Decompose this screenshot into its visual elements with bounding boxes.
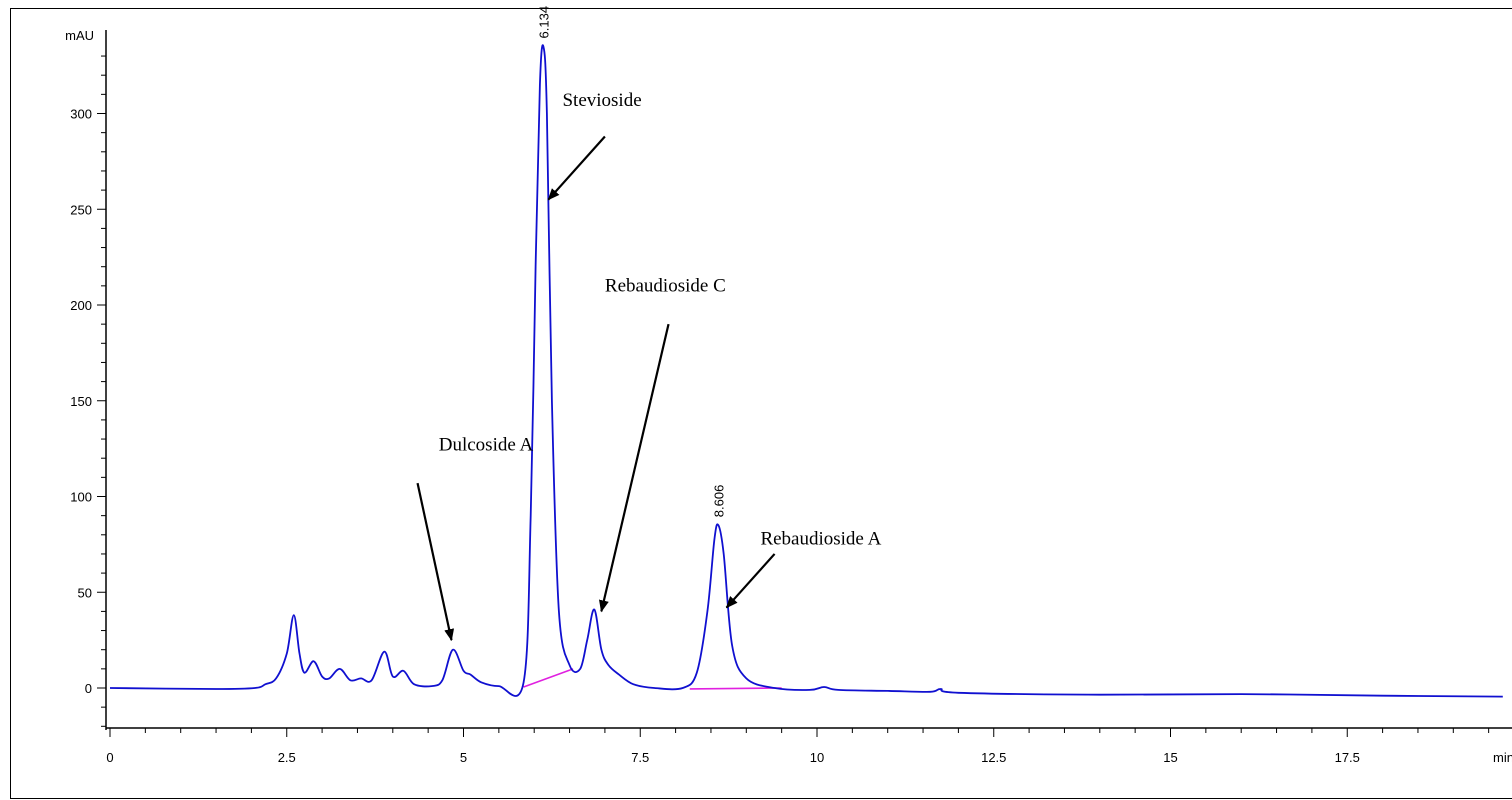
axes: 0 2.5 5 7.5 10 12.5 15 17.5 min 0 50 100 150 200 250 30…	[65, 28, 1512, 765]
annotation-arrow	[725, 553, 776, 609]
y-tick-label: 100	[70, 490, 92, 505]
annotation-arrow	[599, 323, 670, 613]
chromatogram-trace	[109, 44, 1503, 698]
y-tick-label: 250	[70, 202, 92, 217]
x-tick-label: 12.5	[981, 750, 1006, 765]
peak-labels: 6.134 8.606	[537, 6, 727, 517]
x-tick-label: 5	[460, 750, 467, 765]
annotation-label: Rebaudioside A	[760, 528, 881, 549]
x-tick-label: 7.5	[631, 750, 649, 765]
integration-baseline	[689, 687, 782, 690]
annotation-arrow	[547, 135, 606, 201]
y-tick-label: 300	[70, 107, 92, 122]
peak-label: 8.606	[711, 485, 726, 518]
x-tick-label: 15	[1163, 750, 1177, 765]
annotation-label: Rebaudioside C	[605, 276, 726, 297]
x-tick-label: 10	[810, 750, 824, 765]
y-tick-label: 0	[85, 681, 92, 696]
plot-frame	[10, 8, 1512, 799]
integration-baselines	[523, 668, 782, 690]
annotation-arrow	[416, 482, 455, 642]
annotation-label: Stevioside	[562, 90, 641, 111]
integration-baseline	[523, 668, 574, 688]
annotation-label: Dulcoside A	[439, 435, 534, 456]
peak-label: 6.134	[537, 6, 552, 39]
y-tick-label: 200	[70, 298, 92, 313]
annotations: Stevioside Rebaudioside C Dulcoside A Rebau…	[416, 90, 882, 642]
y-tick-label: 50	[78, 585, 92, 600]
traces	[109, 44, 1503, 698]
x-tick-label: 2.5	[278, 750, 296, 765]
y-axis-label: mAU	[65, 28, 94, 43]
y-tick-label: 150	[70, 394, 92, 409]
x-tick-label: 0	[106, 750, 113, 765]
x-tick-label: 17.5	[1335, 750, 1360, 765]
x-axis-label: min	[1493, 750, 1512, 765]
